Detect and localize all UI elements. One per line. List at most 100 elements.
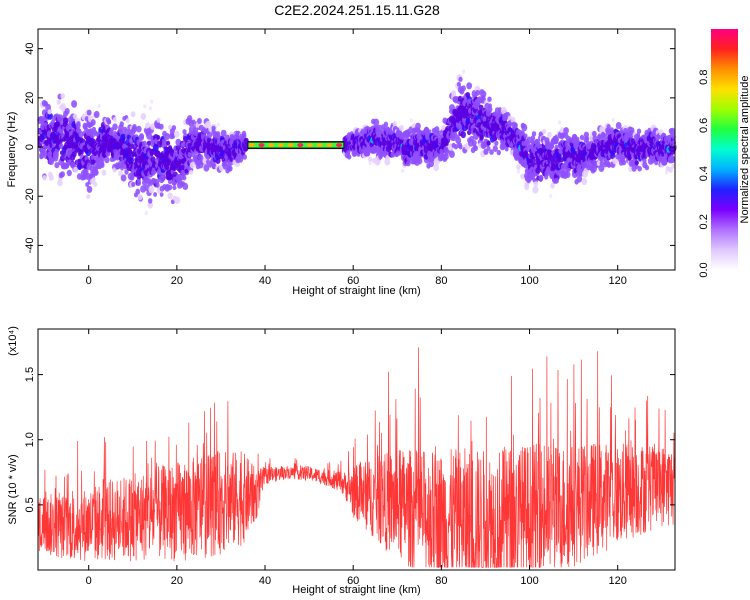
spectrogram-point xyxy=(67,148,73,156)
spectrogram-point xyxy=(54,162,60,169)
y-tick-label-bottom: 1.5 xyxy=(24,367,36,382)
snr-line xyxy=(37,347,676,568)
spectrogram-point xyxy=(42,175,47,181)
spectrogram-point xyxy=(90,119,96,126)
spectrogram-point xyxy=(167,192,173,200)
spectrogram-point xyxy=(377,124,383,132)
spectrogram-point xyxy=(137,194,143,201)
spectrogram-point xyxy=(47,109,52,115)
spectrogram-point xyxy=(106,119,112,125)
spectrogram-point xyxy=(72,113,78,120)
spectrogram-point xyxy=(611,118,615,122)
spectrogram-point xyxy=(174,130,180,138)
y-tick-label-bottom: 0.5 xyxy=(24,497,36,512)
spectrogram-point xyxy=(60,171,65,178)
spectrogram-point xyxy=(599,160,604,166)
spectrogram-point xyxy=(592,130,597,137)
spectrogram-point xyxy=(124,169,129,175)
spectrogram-point xyxy=(136,125,142,133)
spectrogram-point xyxy=(581,178,588,186)
spectrogram-point xyxy=(392,121,397,127)
spectrogram-point xyxy=(159,192,164,198)
spectrogram-point xyxy=(182,175,187,181)
spectrogram-point xyxy=(399,125,404,131)
spectrogram-point xyxy=(565,171,571,178)
spectrogram-point xyxy=(39,154,44,160)
spectrogram-point xyxy=(167,124,173,130)
spectrogram-point xyxy=(56,99,61,105)
spectrogram-point xyxy=(216,122,220,127)
amplitude-colorbar: 0.0 0.2 0.4 0.6 0.8 Normalized spectral ampli… xyxy=(698,29,750,278)
spectrogram-point xyxy=(542,128,547,135)
spectrogram-point xyxy=(179,164,186,173)
spectrogram-point xyxy=(671,163,676,169)
band-point xyxy=(336,143,343,148)
spectrogram-point xyxy=(101,169,107,176)
spectrogram-point xyxy=(220,129,227,137)
spectrogram-point xyxy=(549,194,553,198)
band-point xyxy=(306,143,313,148)
spectrogram-point xyxy=(86,194,91,199)
band-point xyxy=(277,143,284,148)
spectrogram-point xyxy=(615,122,622,130)
spectrogram-point xyxy=(100,162,105,168)
spectrogram-point xyxy=(135,188,141,195)
spectrogram-point xyxy=(132,124,137,130)
spectrogram-point xyxy=(466,82,473,90)
spectrogram-point xyxy=(405,131,411,138)
colorbar-tick-label: 0.8 xyxy=(698,70,710,85)
spectrogram-point xyxy=(538,174,544,181)
spectrogram-point xyxy=(448,150,455,158)
spectrogram-point xyxy=(183,136,188,142)
spectrogram-point xyxy=(598,164,605,172)
spectrogram-point xyxy=(496,149,501,156)
spectrogram-point xyxy=(473,145,479,152)
spectrogram-point xyxy=(112,123,118,131)
spectrogram-point xyxy=(510,116,516,123)
x-tick-label-top: 60 xyxy=(347,275,359,287)
spectrogram-point xyxy=(480,95,486,101)
spectrogram-point xyxy=(557,153,562,159)
spectrogram-point xyxy=(409,118,413,123)
y-axis-multiplier: (x10⁴) xyxy=(7,326,19,356)
spectrogram-point xyxy=(182,129,187,135)
spectrogram-point xyxy=(644,164,650,171)
spectrogram-point xyxy=(148,198,153,204)
spectrogram-point xyxy=(242,154,247,160)
spectrogram-point xyxy=(167,184,173,191)
spectrogram-point xyxy=(112,117,117,123)
spectrogram-point xyxy=(406,160,411,167)
spectrogram-point xyxy=(621,159,627,166)
spectrogram-point xyxy=(486,140,491,146)
spectrogram-point xyxy=(628,130,634,136)
spectrogram-point xyxy=(547,131,552,138)
spectrogram-point xyxy=(86,185,93,193)
spectrogram-point xyxy=(228,165,233,172)
spectrogram-point xyxy=(148,106,152,111)
spectrogram-point xyxy=(243,142,249,149)
spectrogram-point xyxy=(203,164,210,172)
y-tick-label-top: 0 xyxy=(24,144,36,150)
spectrogram-point xyxy=(533,181,539,187)
spectrogram-point xyxy=(120,174,127,182)
spectrogram-point xyxy=(456,81,461,87)
spectrogram-point xyxy=(120,133,126,141)
spectrogram-point xyxy=(599,125,605,133)
spectrogram-point xyxy=(64,108,70,115)
spectrogram-point xyxy=(75,122,81,129)
spectrogram-point xyxy=(47,112,53,120)
spectrogram-point xyxy=(156,135,161,140)
colorbar-tick-label: 0.2 xyxy=(698,214,710,229)
spectrogram-point xyxy=(585,135,590,142)
spectrogram-point xyxy=(500,106,507,115)
spectrogram-point xyxy=(347,154,352,160)
spectrogram-point xyxy=(668,167,673,173)
spectrogram-point xyxy=(458,144,463,150)
spectrogram-point xyxy=(189,169,194,175)
spectrogram-point xyxy=(130,111,136,118)
spectrogram-point xyxy=(368,156,373,163)
spectrogram-point xyxy=(550,182,555,189)
spectrogram-point xyxy=(167,179,173,185)
y-axis-label-top: Frequency (Hz) xyxy=(6,112,18,188)
